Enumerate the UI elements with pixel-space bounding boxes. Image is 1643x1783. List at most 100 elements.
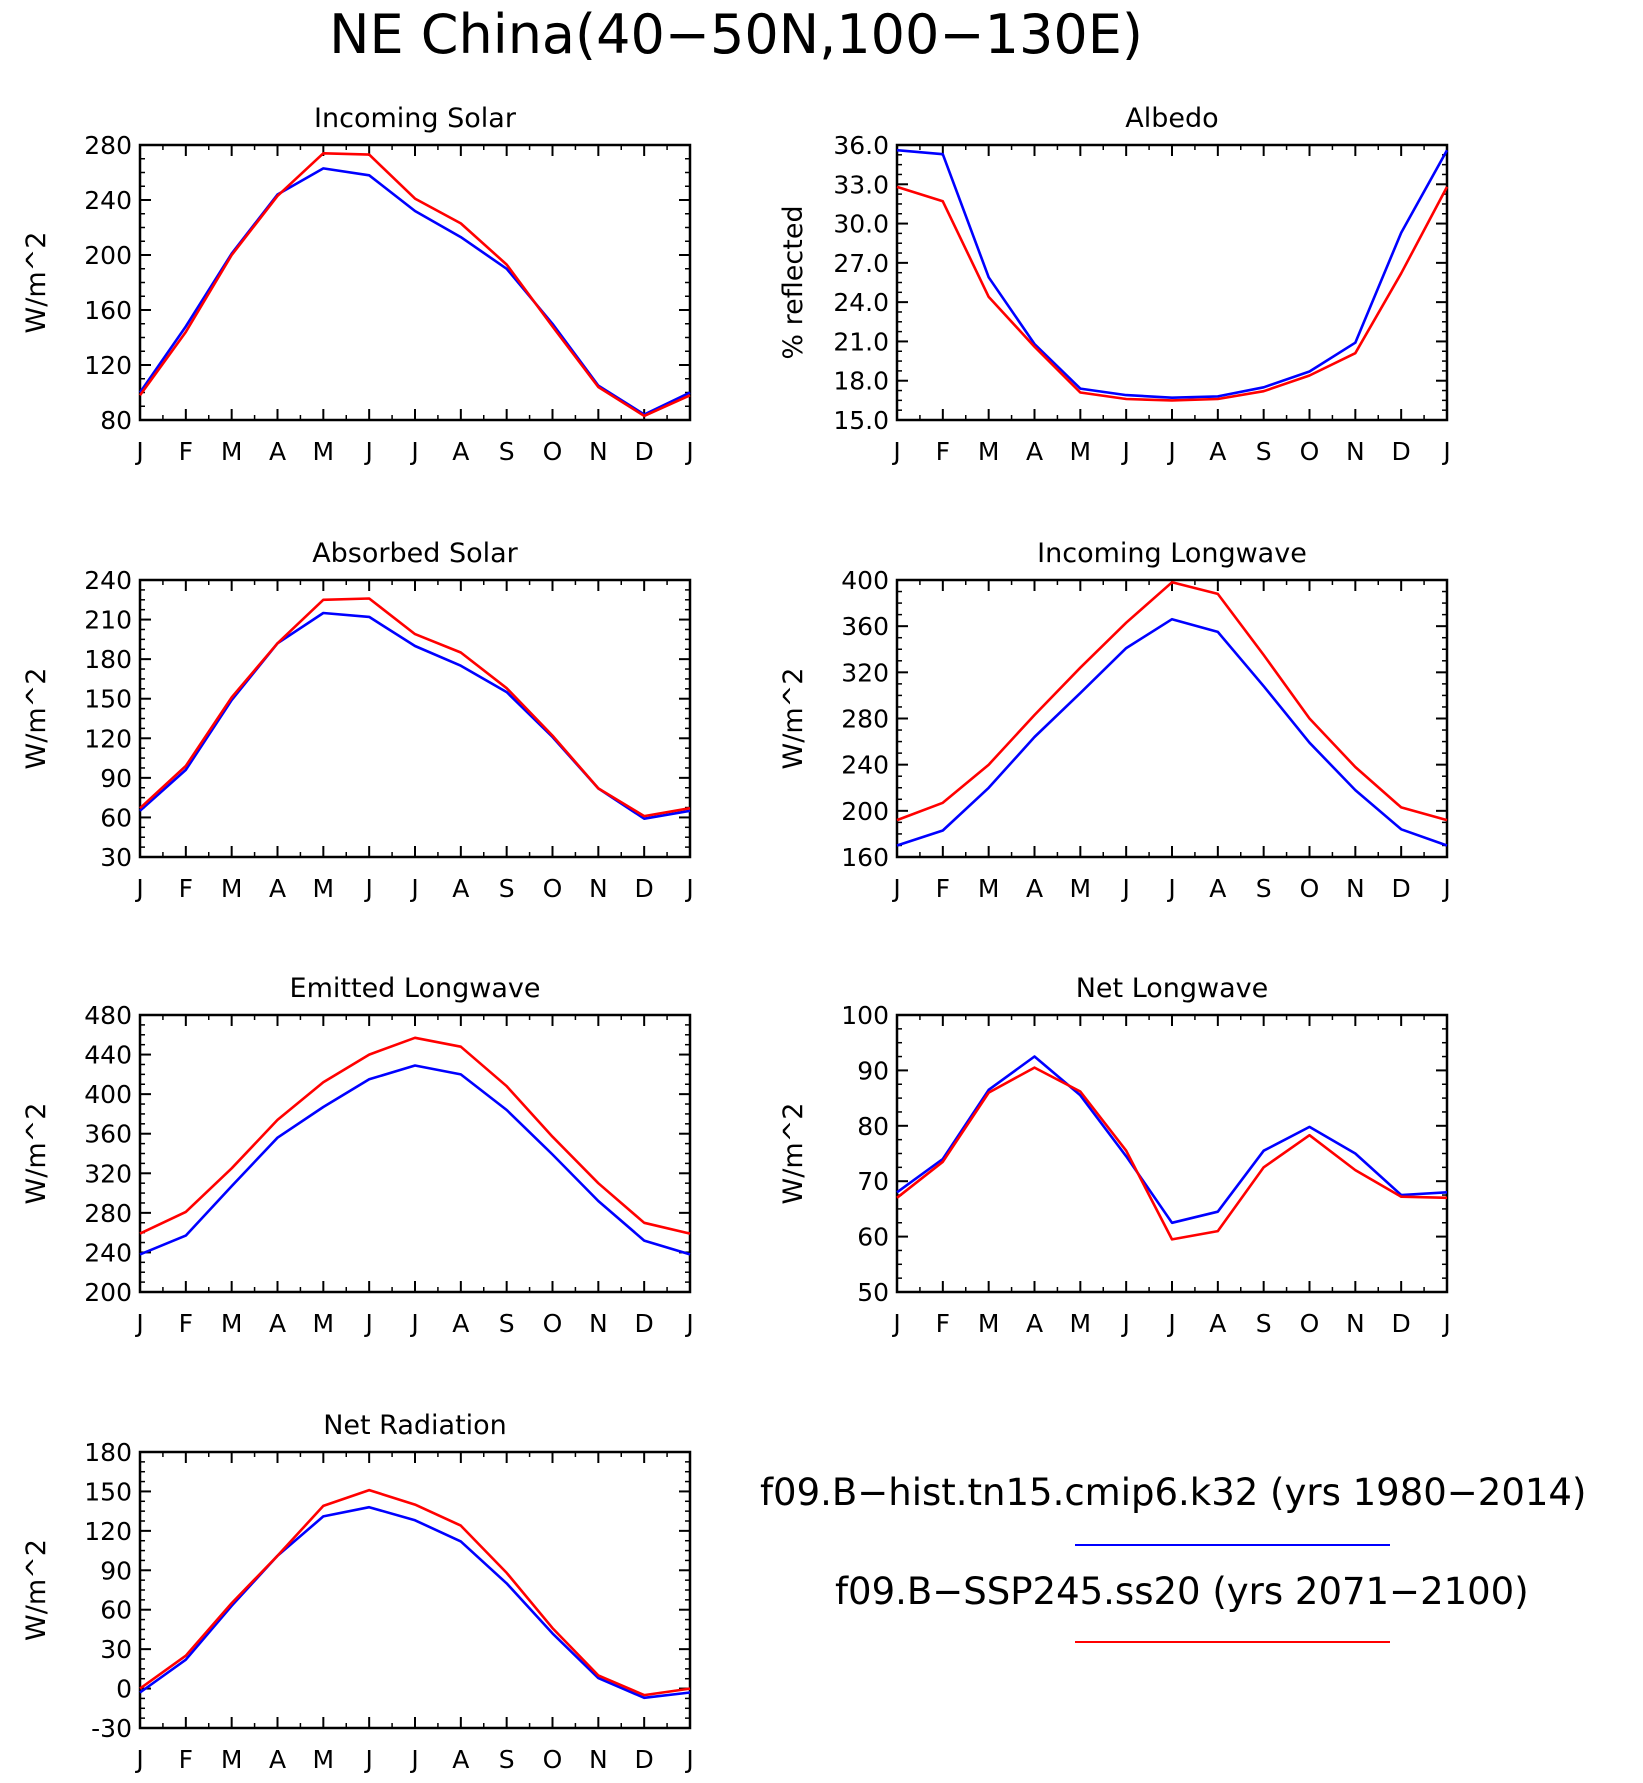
x-tick-label: J [134, 1745, 143, 1774]
panel-title: Incoming Longwave [1037, 538, 1307, 569]
x-tick-label: M [1070, 437, 1092, 466]
series-line-ssp [139, 597, 691, 818]
x-tick-label: A [269, 437, 286, 466]
y-tick-label: 36.0 [833, 131, 889, 160]
plot-frame [138, 1013, 692, 1294]
series-line-ssp [139, 1488, 691, 1697]
y-tick-label: 180 [84, 1438, 132, 1467]
y-tick-label: 120 [84, 724, 132, 753]
x-tick-label: J [409, 437, 418, 466]
x-tick-label: S [499, 874, 515, 903]
x-tick-label: S [1256, 874, 1272, 903]
plot-frame [895, 143, 1449, 422]
x-tick-label: M [978, 1309, 1000, 1338]
x-tick-label: J [1120, 1309, 1129, 1338]
x-tick-label: S [1256, 437, 1272, 466]
x-tick-label: O [1300, 437, 1320, 466]
x-tick-label: M [221, 1745, 243, 1774]
x-tick-label: F [936, 437, 950, 466]
x-tick-label: J [1441, 874, 1450, 903]
x-tick-label: A [1026, 874, 1043, 903]
x-tick-label: D [635, 1309, 654, 1338]
x-tick-label: D [635, 1745, 654, 1774]
x-tick-label: O [1300, 874, 1320, 903]
x-tick-label: S [499, 1309, 515, 1338]
x-tick-label: A [1209, 1309, 1226, 1338]
x-tick-label: J [1120, 437, 1129, 466]
y-tick-label: 70 [857, 1167, 889, 1196]
x-tick-label: F [936, 874, 950, 903]
y-tick-label: 60 [857, 1223, 889, 1252]
y-tick-label: 80 [857, 1112, 889, 1141]
x-tick-label: J [134, 874, 143, 903]
x-tick-label: N [1346, 874, 1365, 903]
y-tick-label: 200 [841, 797, 889, 826]
x-tick-label: J [134, 1309, 143, 1338]
x-tick-label: F [179, 1745, 193, 1774]
x-tick-label: M [1070, 1309, 1092, 1338]
y-tick-label: 60 [100, 1596, 132, 1625]
x-tick-label: A [269, 1309, 286, 1338]
y-tick-label: 240 [84, 186, 132, 215]
plot-frame [138, 143, 692, 422]
plot-frame [895, 578, 1449, 859]
x-tick-label: J [684, 874, 693, 903]
x-tick-label: D [1392, 437, 1411, 466]
y-tick-label: 33.0 [833, 170, 889, 199]
y-tick-label: 280 [84, 131, 132, 160]
x-tick-label: A [452, 1309, 469, 1338]
panel-title: Incoming Solar [314, 103, 517, 134]
y-tick-label: 200 [84, 1278, 132, 1307]
y-tick-label: 200 [84, 241, 132, 270]
series-line-ssp [896, 580, 1448, 822]
x-tick-label: J [891, 437, 900, 466]
y-tick-label: 360 [84, 1120, 132, 1149]
x-tick-label: A [1026, 437, 1043, 466]
x-tick-label: N [1346, 1309, 1365, 1338]
figure-title: NE China(40−50N,100−130E) [329, 3, 1143, 66]
x-tick-label: O [543, 1309, 563, 1338]
x-tick-label: N [1346, 437, 1365, 466]
x-tick-label: J [363, 874, 372, 903]
x-tick-label: J [1166, 437, 1175, 466]
y-tick-label: 160 [841, 843, 889, 872]
x-tick-label: F [936, 1309, 950, 1338]
x-tick-label: S [499, 437, 515, 466]
x-tick-label: J [1166, 1309, 1175, 1338]
x-tick-label: M [221, 1309, 243, 1338]
y-axis-label: W/m^2 [778, 1103, 809, 1205]
x-tick-label: O [543, 437, 563, 466]
panel-2: J F M A M J J A S O N D J15.018.021.024.027.030.033.… [778, 103, 1451, 466]
y-axis-label: W/m^2 [21, 668, 52, 770]
series-line-ssp [138, 152, 691, 418]
y-tick-label: -30 [91, 1714, 132, 1743]
series-line-hist [139, 611, 691, 821]
y-tick-label: 0 [116, 1675, 132, 1704]
x-tick-label: M [313, 1309, 335, 1338]
legend-label-hist: f09.B−hist.tn15.cmip6.k32 (yrs 1980−2014… [760, 1471, 1586, 1514]
x-tick-label: J [363, 1745, 372, 1774]
y-tick-label: 24.0 [833, 288, 889, 317]
x-tick-label: M [313, 437, 335, 466]
x-tick-label: M [978, 874, 1000, 903]
x-tick-label: A [269, 1745, 286, 1774]
x-tick-label: M [1070, 874, 1092, 903]
x-tick-label: M [978, 437, 1000, 466]
x-tick-label: N [589, 1745, 608, 1774]
x-tick-label: J [684, 1745, 693, 1774]
x-tick-label: J [409, 1309, 418, 1338]
x-tick-label: A [1209, 437, 1226, 466]
x-tick-label: A [1209, 874, 1226, 903]
x-tick-label: J [363, 1309, 372, 1338]
x-tick-label: O [543, 1745, 563, 1774]
x-tick-label: J [409, 874, 418, 903]
y-tick-label: 160 [84, 296, 132, 325]
legend-label-ssp: f09.B−SSP245.ss20 (yrs 2071−2100) [835, 1570, 1529, 1613]
x-tick-label: J [1441, 1309, 1450, 1338]
series-line-hist [138, 167, 691, 416]
x-tick-label: D [1392, 874, 1411, 903]
